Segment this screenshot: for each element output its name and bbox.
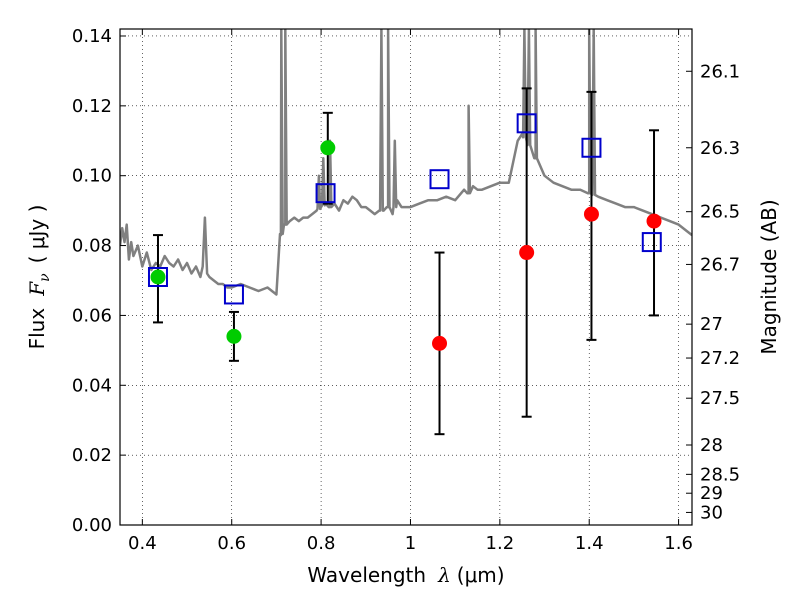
y-tick-label: 0.00 xyxy=(72,515,112,536)
green-data-point xyxy=(226,328,242,344)
model-flux-square xyxy=(429,169,450,190)
y-tick-label: 0.04 xyxy=(72,375,112,396)
model-flux-square xyxy=(641,232,662,253)
y2-tick-label: 26.3 xyxy=(700,138,740,159)
x-tick-label: 1 xyxy=(405,533,416,554)
green-data-point xyxy=(320,140,336,156)
x-axis-label-unit: (μm) xyxy=(457,563,505,587)
x-tick-label: 1.2 xyxy=(486,533,515,554)
marker-layer xyxy=(147,113,662,351)
axes: 0.4 0.6 0.8 1 1.2 1.4 1.6 0.00 0.02 0.04 0.06 0.08 0… xyxy=(72,26,740,554)
y2-tick-label: 26.7 xyxy=(700,254,740,275)
y-tick-label: 0.06 xyxy=(72,305,112,326)
y2-tick-label: 26.1 xyxy=(700,61,740,82)
model-flux-square xyxy=(223,284,244,305)
red-data-point xyxy=(519,245,535,261)
model-flux-square xyxy=(581,137,602,158)
plot-frame xyxy=(119,28,693,526)
y-tick-label: 0.10 xyxy=(72,166,112,187)
x-tick-label: 0.8 xyxy=(307,533,336,554)
model-flux-square xyxy=(147,267,168,287)
y-axis-label-unit: ( μJy ) xyxy=(25,205,49,264)
model-spectrum-layer xyxy=(120,29,692,296)
red-data-point xyxy=(646,213,662,229)
model-flux-square xyxy=(516,113,537,134)
y-axis-label: Flux Fν ( μJy ) xyxy=(25,205,53,350)
x-tick-label: 1.6 xyxy=(664,533,693,554)
y2-axis-label: Magnitude (AB) xyxy=(757,199,781,354)
x-tick-label: 0.6 xyxy=(217,533,246,554)
y-tick-label: 0.02 xyxy=(72,445,112,466)
y2-tick-label: 28 xyxy=(700,435,723,456)
y2-tick-label: 27 xyxy=(700,314,723,335)
y-axis-label-sub: ν xyxy=(37,273,53,282)
x-axis-label-var: λ xyxy=(437,563,451,587)
y-axis-label-var: F xyxy=(25,281,49,297)
y2-tick-label: 29 xyxy=(700,483,723,504)
x-axis-label-text: Wavelength xyxy=(307,563,426,587)
x-axis-label: Wavelength λ (μm) xyxy=(307,563,504,587)
y2-tick-label: 28.5 xyxy=(700,464,740,485)
x-tick-label: 0.4 xyxy=(128,533,157,554)
y-tick-label: 0.14 xyxy=(72,26,112,47)
x-tick-label: 1.4 xyxy=(575,533,604,554)
model-flux-square xyxy=(315,183,336,204)
y2-tick-label: 26.5 xyxy=(700,202,740,223)
y2-tick-label: 27.5 xyxy=(700,388,740,409)
y-tick-label: 0.12 xyxy=(72,96,112,117)
red-data-point xyxy=(583,206,599,222)
green-data-point xyxy=(150,269,166,285)
y-tick-label: 0.08 xyxy=(72,236,112,257)
y-axis-label-text: Flux xyxy=(25,308,49,350)
red-data-point xyxy=(432,335,448,351)
y2-tick-label: 30 xyxy=(700,502,723,523)
y2-tick-label: 27.2 xyxy=(700,348,740,369)
model-spectrum-line xyxy=(120,29,692,296)
